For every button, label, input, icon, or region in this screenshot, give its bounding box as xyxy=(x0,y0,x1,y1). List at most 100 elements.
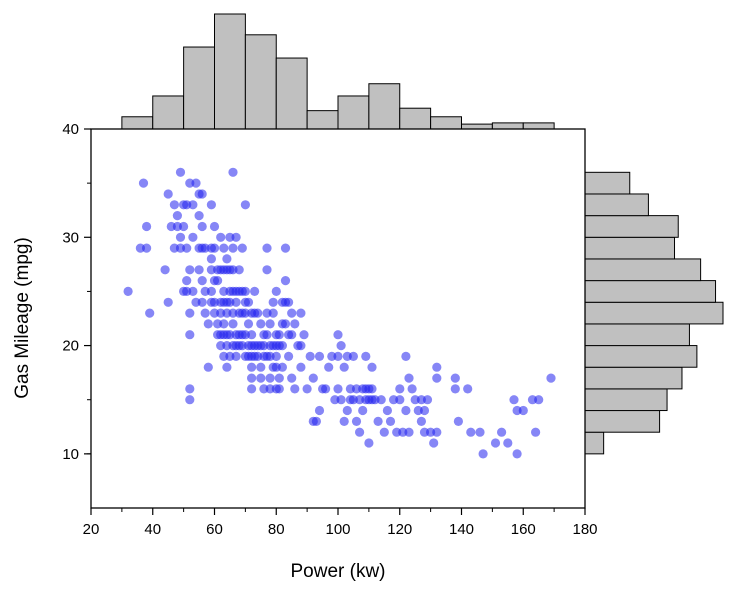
data-point xyxy=(277,341,287,351)
data-point xyxy=(197,189,207,199)
data-point xyxy=(395,395,405,405)
x-axis: 20 40 60 80 100 120 140 160 180 xyxy=(83,508,598,538)
data-point xyxy=(175,232,186,242)
data-point xyxy=(231,232,241,242)
data-point xyxy=(256,319,266,329)
data-point xyxy=(277,362,287,372)
data-point xyxy=(497,427,507,437)
data-point xyxy=(253,308,263,318)
right-histogram-bar xyxy=(584,215,679,238)
data-point xyxy=(222,254,232,264)
data-point xyxy=(185,330,195,340)
data-point xyxy=(268,297,278,307)
data-point xyxy=(256,362,266,372)
data-point xyxy=(546,373,556,383)
top-histogram-bar xyxy=(461,123,493,130)
data-point xyxy=(302,384,312,394)
data-point xyxy=(311,416,321,426)
top-histogram-bar xyxy=(399,107,432,130)
data-point xyxy=(203,362,213,372)
x-tick-label: 80 xyxy=(268,521,285,538)
data-point xyxy=(287,373,297,383)
data-point xyxy=(373,416,383,426)
data-point xyxy=(206,286,216,296)
data-point xyxy=(466,427,476,437)
data-point xyxy=(274,373,284,383)
data-point xyxy=(194,211,204,221)
data-point xyxy=(296,341,306,351)
x-tick-label: 140 xyxy=(449,521,474,538)
data-point xyxy=(432,373,442,383)
data-point xyxy=(243,297,254,307)
data-point xyxy=(432,362,442,372)
top-histogram-bar xyxy=(337,95,370,130)
data-point xyxy=(367,384,377,394)
data-point xyxy=(231,297,241,307)
data-point xyxy=(314,351,325,361)
x-tick-label: 180 xyxy=(572,521,597,538)
data-point xyxy=(299,330,309,340)
data-point xyxy=(422,395,433,405)
top-histogram-bar xyxy=(522,122,555,130)
right-histogram-bar xyxy=(584,171,631,195)
data-point xyxy=(342,405,352,416)
top-histogram-bar xyxy=(183,46,215,130)
x-tick-label: 60 xyxy=(206,521,223,538)
right-histogram-bar xyxy=(584,323,690,347)
data-point xyxy=(395,384,405,394)
y-tick-label: 10 xyxy=(62,446,79,463)
data-point xyxy=(231,351,241,361)
data-point xyxy=(284,297,294,307)
right-marginal-histogram xyxy=(584,171,724,455)
data-point xyxy=(478,449,488,459)
data-point xyxy=(197,221,207,232)
data-point xyxy=(222,362,232,372)
data-point xyxy=(401,405,411,416)
x-axis-title: Power (kw) xyxy=(290,561,385,582)
data-point xyxy=(336,395,346,405)
data-point xyxy=(339,416,349,426)
data-point xyxy=(271,351,281,361)
data-point xyxy=(382,405,392,416)
data-point xyxy=(228,167,238,177)
data-point xyxy=(197,297,207,307)
data-point xyxy=(453,416,463,426)
data-point xyxy=(296,308,306,318)
data-point xyxy=(247,330,257,340)
data-point xyxy=(509,395,519,405)
data-point xyxy=(416,416,426,426)
data-point xyxy=(206,254,216,264)
data-point xyxy=(379,427,389,437)
y-tick-label: 20 xyxy=(62,338,79,355)
right-histogram-bar xyxy=(584,301,724,325)
data-point xyxy=(271,286,281,296)
data-point xyxy=(188,200,198,210)
data-point xyxy=(197,276,207,286)
data-point xyxy=(172,211,182,221)
data-point xyxy=(185,265,195,275)
data-point xyxy=(404,427,414,437)
data-point xyxy=(234,265,244,275)
data-point xyxy=(240,200,250,210)
data-point xyxy=(219,243,229,253)
data-point xyxy=(185,395,195,405)
data-point xyxy=(194,265,204,275)
data-point xyxy=(333,351,343,361)
data-point xyxy=(321,384,331,394)
right-histogram-bar xyxy=(584,388,668,412)
data-point xyxy=(243,319,254,329)
data-point xyxy=(179,221,189,232)
top-histogram-bar xyxy=(368,83,401,130)
data-point xyxy=(213,276,223,286)
data-point xyxy=(280,319,291,329)
data-point xyxy=(145,308,155,318)
data-point xyxy=(209,243,220,253)
data-point xyxy=(503,438,513,448)
data-point xyxy=(182,276,192,286)
x-tick-label: 100 xyxy=(325,521,350,538)
data-point xyxy=(188,286,198,296)
data-point xyxy=(490,438,501,448)
data-point xyxy=(268,308,278,318)
data-point xyxy=(169,200,179,210)
data-point xyxy=(534,395,544,405)
